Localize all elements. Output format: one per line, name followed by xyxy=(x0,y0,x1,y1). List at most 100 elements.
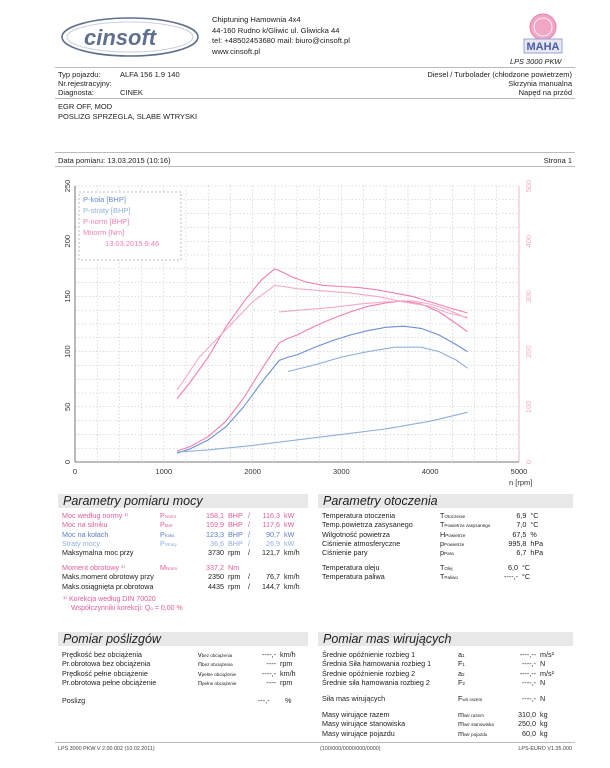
legend-entry: P-norm [BHP] xyxy=(83,217,129,226)
param-unit: m/s² xyxy=(540,668,554,678)
note-line: POSLIZG SPRZEGLA, SLABE WTRYSKI xyxy=(58,111,198,121)
param-label: Pr.obrotowa pełne obciążenie xyxy=(62,678,157,688)
symbol-letter: T xyxy=(440,572,445,582)
param-row: Maks.osiągnięta pr.obrotowa 4435 rpm / 144,7… xyxy=(60,582,302,591)
param-value-kw: 116,3 xyxy=(262,511,280,521)
vehicle-reg-label: Nr.rejestracyjny: xyxy=(58,79,112,88)
symbol-subscript: Powietrza zasysanego xyxy=(444,523,491,529)
param-unit-kw: kW xyxy=(284,511,295,521)
param-symbol: TOtoczenie xyxy=(438,511,492,520)
param-row: Masy wirujące pojazdu mwir pojazdu 60,0 kg xyxy=(320,729,560,738)
param-label: Temp.powietrza zasysanego xyxy=(322,520,413,530)
param-label: Prędkość bez obciążenia xyxy=(62,650,142,660)
param-value: 60,0 xyxy=(522,728,536,738)
param-value: ----,- xyxy=(522,694,536,704)
param-symbol: nbez obciążenia xyxy=(196,659,242,668)
symbol-subscript: wir razem xyxy=(462,697,483,703)
param-row: Prędkość bez obciążenia vbez obciążenia --… xyxy=(60,650,300,659)
param-value: ----,- xyxy=(262,650,276,660)
company-website[interactable]: www.cinsoft.pl xyxy=(212,46,261,56)
symbol-subscript: wir stanowiska xyxy=(464,722,494,728)
symbol-subscript: Straty xyxy=(164,542,177,548)
param-unit-kw: km/h xyxy=(284,572,300,582)
param-unit-kw: kW xyxy=(284,539,295,549)
param-label: Ciśnienie atmosferyczne xyxy=(322,539,401,549)
param-symbol: TPaliwo xyxy=(438,572,484,581)
vehicle-reg-row: Nr.rejestracyjny: xyxy=(58,79,112,88)
series-line-3 xyxy=(176,268,468,399)
divider xyxy=(55,152,575,153)
correction-factor-value: = 0,00 % xyxy=(152,605,183,612)
param-unit: % xyxy=(530,529,537,539)
param-row: Moment obrotowy ¹⁾ MNorm 337,2 Nm xyxy=(60,563,302,572)
param-row: Ciśnienie atmosferyczne pPowietrze 995,8 hP… xyxy=(320,539,550,548)
param-label: Temperatura oleju xyxy=(322,563,380,573)
symbol-subscript: Olej xyxy=(444,566,453,572)
param-unit: N xyxy=(540,694,546,704)
symbol-letter: P xyxy=(160,511,165,521)
symbol-letter: P xyxy=(160,529,165,539)
param-symbol: PNorm xyxy=(158,511,196,520)
symbol-letter: P xyxy=(160,539,165,549)
symbol-subscript: pełne obciążenie xyxy=(201,671,237,677)
param-separator: / xyxy=(248,581,250,591)
legend-entry: 13.03.2015 9:46 xyxy=(105,239,159,248)
param-value: ----,-- xyxy=(519,650,536,660)
slip-label: Poslizg xyxy=(62,696,86,705)
param-row: Wilgotność powietrza HPowietrze 67,5% xyxy=(320,530,550,539)
company-address: 44-160 Rudno k/Gliwic ul. Gliwicka 44 xyxy=(212,25,340,35)
symbol-subscript: Koła xyxy=(164,532,174,538)
param-value: 250,0 xyxy=(518,719,536,729)
symbol-letter: F xyxy=(458,694,463,704)
param-value: ---- xyxy=(266,659,276,669)
company-contact: tel: +48502453680 mail: biuro@cinsoft.pl xyxy=(212,36,350,45)
param-value-kw xyxy=(252,563,282,572)
param-symbol: TPowietrza zasysanego xyxy=(438,520,492,529)
diagnostician-value: CINEK xyxy=(120,88,143,97)
divider xyxy=(55,742,575,743)
y-tick-label-left: 200 xyxy=(63,235,72,248)
symbol-subscript: Norm xyxy=(164,514,177,520)
param-value: 67,5 xyxy=(512,529,527,539)
param-label: Maksymalna moc przy xyxy=(62,548,134,558)
param-row: Temperatura paliwa TPaliwo ----,- °C xyxy=(320,572,542,581)
symbol-letter: T xyxy=(440,520,445,530)
param-unit: rpm xyxy=(280,678,293,688)
param-unit: °C xyxy=(522,563,531,573)
slip-table: Prędkość bez obciążenia vbez obciążenia --… xyxy=(60,650,300,687)
param-row: Moc według normy ¹⁾ PNorm 158,1 BHP / 116,3 kW xyxy=(60,511,302,520)
param-row: Pr.obrotowa pełne obciążenie npełne obcią… xyxy=(60,678,300,687)
param-symbol: PKoła xyxy=(158,530,196,539)
rotating-force-table: Siła mas wirujących Fwir razem ----,- N xyxy=(320,694,560,703)
param-unit-bhp: BHP xyxy=(228,520,243,530)
param-value-bhp: 123,3 xyxy=(206,529,224,539)
dyno-model: LPS 3000 PKW xyxy=(510,57,562,66)
param-label: Masy wirujące razem xyxy=(322,710,390,720)
series-line-4 xyxy=(287,346,468,373)
symbol-subscript: bez obciążenia xyxy=(202,662,233,668)
param-value-bhp: 159,9 xyxy=(206,520,224,530)
symbol-subscript: wir pojazdu xyxy=(464,731,488,737)
symbol-letter: F xyxy=(458,659,463,669)
symbol-letter: p xyxy=(440,548,444,558)
torque-table: Moment obrotowy ¹⁾ MNorm 337,2 Nm Maks.momen… xyxy=(60,563,302,591)
y-tick-label-right: 500 xyxy=(524,180,533,193)
param-symbol: vbez obciążenia xyxy=(196,650,242,659)
symbol-subscript: 1 xyxy=(462,653,465,659)
param-symbol: HPowietrze xyxy=(438,530,492,539)
param-unit-bhp: BHP xyxy=(228,529,243,539)
param-row: Średnie opóźnienie rozbieg 1 a1 ----,-- m/s… xyxy=(320,650,560,659)
param-unit-kw: km/h xyxy=(284,548,300,558)
ambient-section-title: Parametry otoczenia xyxy=(323,494,438,508)
y-tick-label-left: 100 xyxy=(63,345,72,358)
param-unit: hPa xyxy=(530,548,544,558)
symbol-letter: P xyxy=(160,520,165,530)
param-row: Masy wirujące stanowiska mwir stanowiska 2… xyxy=(320,719,560,728)
x-tick-label: 4000 xyxy=(422,467,439,476)
power-section-title: Parametry pomiaru mocy xyxy=(63,494,203,508)
temperature-table: Temperatura oleju TOlej 6,0 °C Temperatura p… xyxy=(320,563,542,582)
param-value: 995,8 xyxy=(508,539,527,549)
param-symbol: a1 xyxy=(456,650,502,659)
param-value-bhp: 4435 xyxy=(208,581,224,591)
